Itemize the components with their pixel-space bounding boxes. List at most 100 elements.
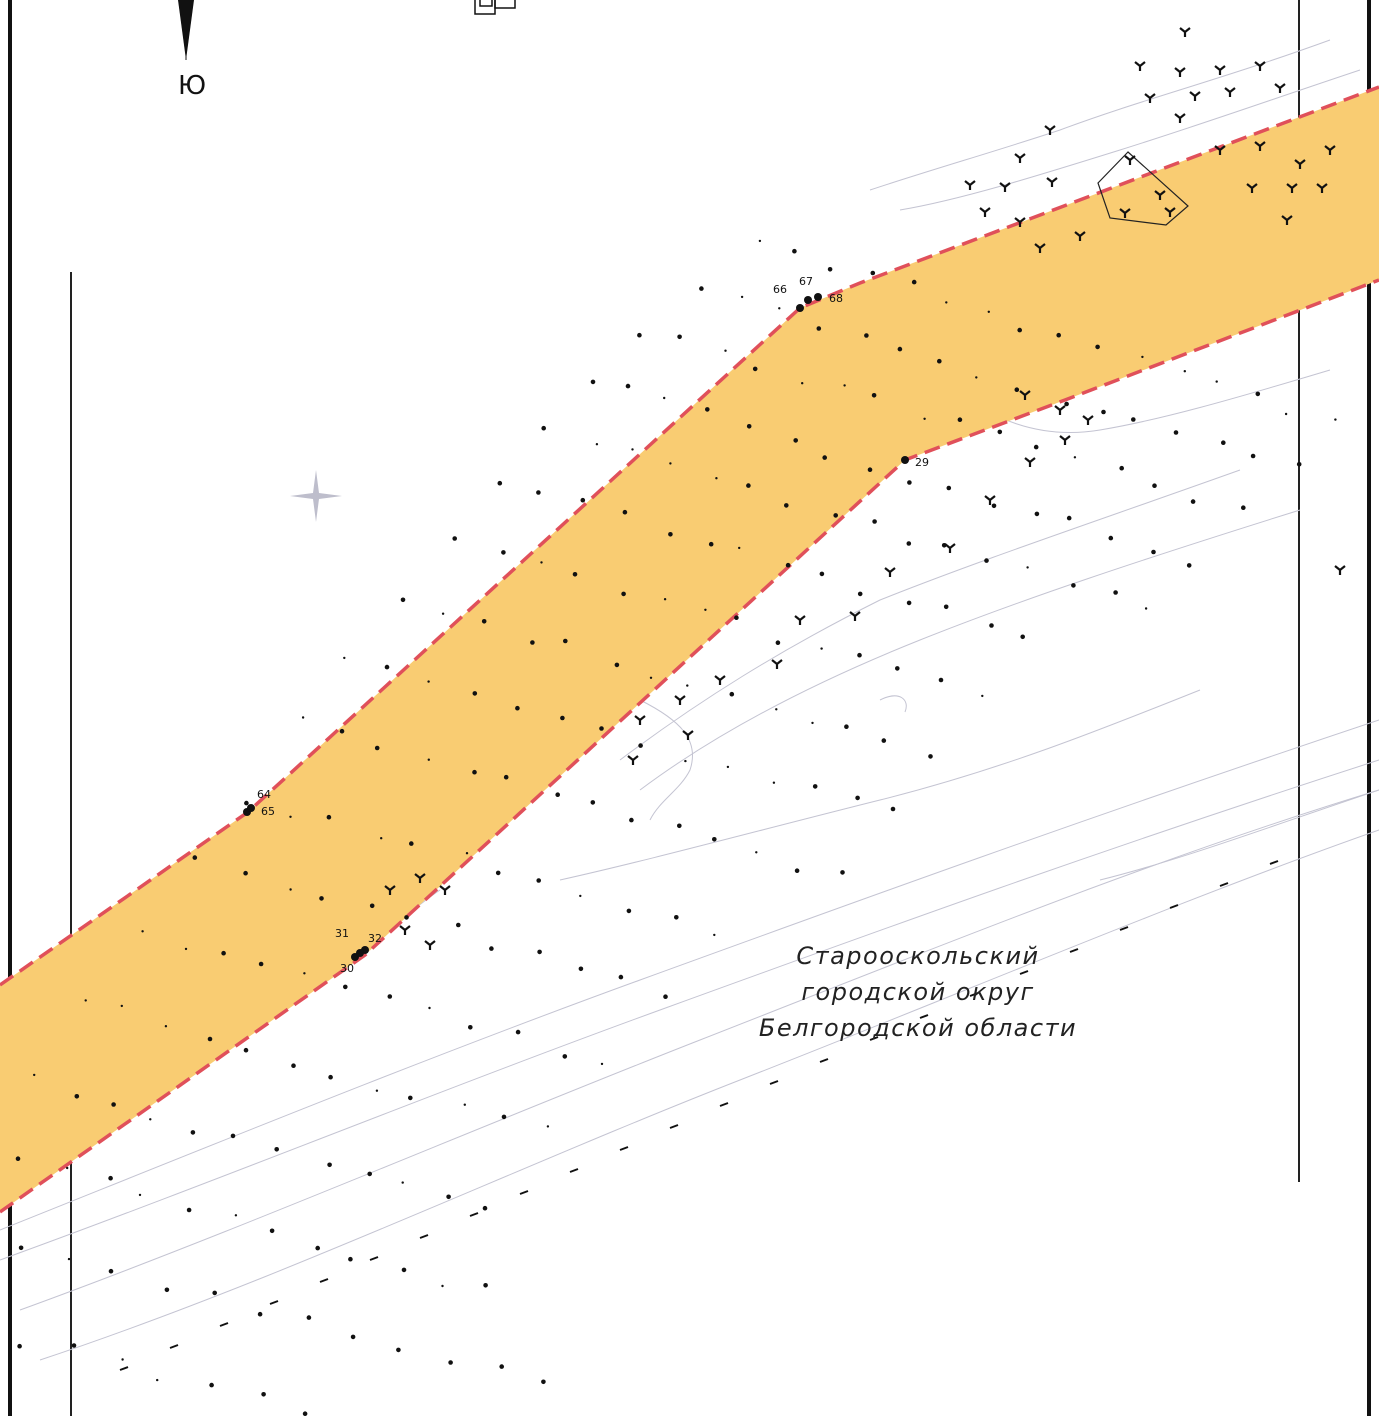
shrub-icon <box>1059 435 1071 445</box>
forest-dot-icon <box>121 1358 124 1361</box>
forest-dot-icon <box>677 823 682 829</box>
forest-dot-icon <box>319 896 324 901</box>
forest-dot-icon <box>668 532 673 537</box>
shrub-icon <box>1174 113 1186 123</box>
shrub-icon <box>1014 153 1026 163</box>
forest-dot-icon <box>221 950 226 956</box>
forest-dot-icon <box>906 600 912 606</box>
forest-dot-icon <box>758 239 762 243</box>
forest-dot-icon <box>844 724 849 729</box>
forest-dot-icon <box>746 424 752 429</box>
forest-dot-icon <box>987 310 990 313</box>
forest-dot-icon <box>261 1392 266 1397</box>
forest-dot-icon <box>301 716 305 719</box>
forest-dot-icon <box>190 1130 196 1135</box>
forest-dot-icon <box>1066 515 1072 521</box>
shrub-icon <box>1154 190 1166 200</box>
forest-dot-icon <box>184 947 188 951</box>
forest-dot-icon <box>895 666 900 671</box>
forest-dot-icon <box>489 946 494 951</box>
compass-south-label: Ю <box>178 71 206 101</box>
land-plot-outline <box>1097 151 1189 226</box>
boundary-point-68 <box>814 293 822 301</box>
forest-dot-icon <box>483 1283 488 1288</box>
forest-dot-icon <box>957 417 963 423</box>
grid-cross-icon <box>290 470 342 522</box>
forest-dot-icon <box>1095 344 1100 350</box>
protection-zone <box>0 87 1379 1212</box>
forest-dot-icon <box>997 429 1003 435</box>
forest-dot-icon <box>772 781 776 784</box>
forest-dot-icon <box>186 1207 192 1213</box>
shrub-icon <box>1334 565 1346 575</box>
forest-dot-icon <box>991 503 997 509</box>
forest-dot-icon <box>562 1054 568 1059</box>
shrub-icon <box>1024 457 1036 467</box>
forest-dot-icon <box>472 769 477 775</box>
forest-dot-icon <box>1056 332 1061 338</box>
boundary-points: 66 67 68 29 64 65 31 32 30 <box>243 275 929 975</box>
forest-dot-icon <box>625 383 631 389</box>
forest-dot-icon <box>1101 409 1106 415</box>
road-mark-icon <box>719 1102 729 1107</box>
forest-dot-icon <box>463 1103 466 1106</box>
forest-dot-icon <box>327 1162 332 1168</box>
shrub-icon <box>439 885 451 895</box>
forest-dot-icon <box>120 1004 124 1008</box>
forest-dot-icon <box>303 972 306 975</box>
forest-dot-icon <box>108 1268 114 1274</box>
forest-dot-icon <box>1108 535 1114 541</box>
forest-dot-icon <box>328 1074 333 1080</box>
forest-dot-icon <box>33 1073 36 1077</box>
forest-dot-icon <box>212 1290 217 1296</box>
forest-dot-icon <box>1152 483 1157 489</box>
forest-dot-icon <box>1250 453 1256 459</box>
shrub-icon <box>1174 67 1186 77</box>
point-label-64: 64 <box>257 788 271 801</box>
road-mark-icon <box>269 1300 279 1305</box>
forest-dot-icon <box>409 841 414 846</box>
forest-dot-icon <box>138 1193 142 1197</box>
forest-dot-icon <box>881 738 887 743</box>
forest-dot-icon <box>726 765 730 769</box>
forest-dot-icon <box>1020 634 1025 640</box>
road-mark-icon <box>519 1190 529 1195</box>
forest-dot-icon <box>1183 370 1187 373</box>
shrub-icon <box>1179 27 1191 37</box>
forest-dot-icon <box>289 815 292 818</box>
forest-dot-icon <box>778 307 781 310</box>
forest-dot-icon <box>1221 440 1226 446</box>
forest-dot-icon <box>108 1175 113 1181</box>
forest-dot-icon <box>452 536 458 541</box>
forest-dot-icon <box>989 623 994 628</box>
forest-dot-icon <box>149 1118 152 1121</box>
forest-dot-icon <box>595 443 599 446</box>
forest-dot-icon <box>380 837 383 840</box>
forest-dot-icon <box>257 1311 263 1317</box>
shrub-icon <box>984 495 996 505</box>
forest-dot-icon <box>396 1347 401 1353</box>
forest-dot-icon <box>629 817 634 823</box>
forest-dot-icon <box>482 1205 488 1211</box>
forest-dot-icon <box>84 999 87 1002</box>
forest-dot-icon <box>794 868 800 873</box>
forest-dot-icon <box>704 608 707 611</box>
forest-dots-layer <box>15 239 1337 1416</box>
forest-dot-icon <box>367 1171 373 1177</box>
forest-dot-icon <box>540 561 543 564</box>
shrub-icon <box>1014 217 1026 227</box>
forest-dot-icon <box>811 721 814 725</box>
shrub-icon <box>1324 145 1336 155</box>
forest-dot-icon <box>822 455 827 460</box>
forest-dot-icon <box>572 572 578 577</box>
forest-dot-icon <box>626 908 632 914</box>
shrub-icon <box>964 180 976 190</box>
boundary-point-67 <box>804 296 812 304</box>
forest-dot-icon <box>840 870 845 875</box>
forest-dot-icon <box>15 1156 21 1161</box>
forest-dot-icon <box>734 615 739 620</box>
forest-dot-icon <box>530 640 535 645</box>
forest-dot-icon <box>1255 391 1261 397</box>
forest-dot-icon <box>1026 566 1029 569</box>
forest-dot-icon <box>515 1029 521 1035</box>
